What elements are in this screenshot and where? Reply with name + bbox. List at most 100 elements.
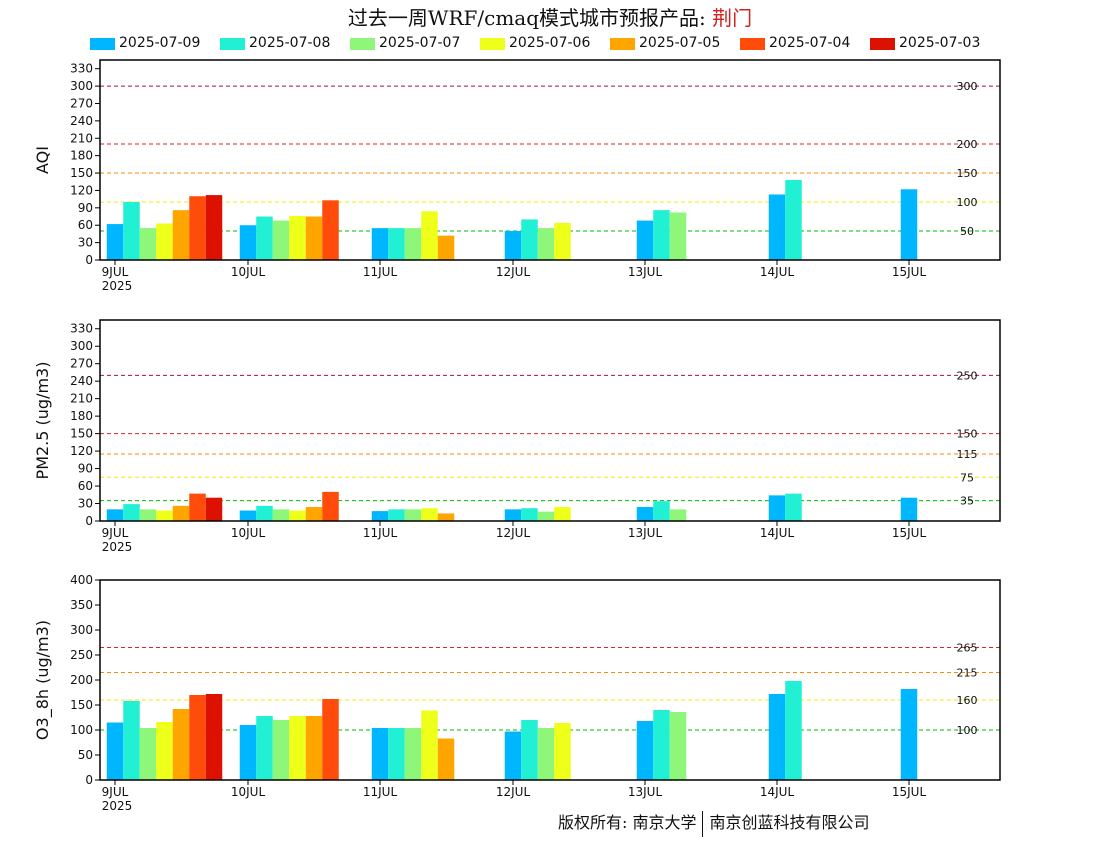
bar-2025-07-09-15JUL (900, 689, 918, 780)
x-tick-label: 13JUL (628, 785, 663, 799)
threshold-label: 160 (957, 694, 978, 707)
y-tick-label: 270 (70, 357, 93, 371)
threshold-label: 150 (957, 428, 978, 441)
x-year-label: 2025 (102, 279, 133, 293)
bar-2025-07-07-10JUL (272, 220, 290, 260)
y-tick-label: 400 (70, 573, 93, 587)
bar-2025-07-05-10JUL (305, 216, 323, 260)
threshold-label: 300 (957, 80, 978, 93)
y-tick-label: 30 (78, 236, 93, 250)
bar-2025-07-08-9JUL (123, 701, 140, 780)
bar-2025-07-08-12JUL (521, 720, 538, 780)
bar-2025-07-08-13JUL (653, 210, 670, 260)
bar-2025-07-07-9JUL (139, 228, 157, 260)
bar-2025-07-08-14JUL (785, 180, 802, 260)
bar-2025-07-09-11JUL (371, 511, 389, 521)
x-tick-label: 14JUL (760, 785, 795, 799)
bar-2025-07-03-9JUL (205, 497, 223, 521)
bar-2025-07-06-10JUL (289, 215, 306, 260)
bar-2025-07-07-12JUL (537, 511, 555, 521)
bar-2025-07-08-11JUL (388, 728, 405, 780)
y-tick-label: 300 (70, 623, 93, 637)
bar-2025-07-07-12JUL (537, 228, 555, 260)
bar-2025-07-09-14JUL (768, 694, 786, 780)
bar-2025-07-07-9JUL (139, 728, 157, 780)
bar-2025-07-09-13JUL (636, 721, 654, 780)
legend-swatch (90, 38, 115, 50)
bar-2025-07-09-12JUL (504, 231, 522, 260)
y-tick-label: 270 (70, 96, 93, 110)
y-axis-label: O3_8h (ug/m3) (33, 620, 53, 740)
x-tick-label: 15JUL (892, 265, 927, 279)
plot-frame (99, 319, 1001, 522)
x-tick-label: 10JUL (231, 265, 266, 279)
y-tick-label: 330 (70, 322, 93, 336)
x-tick-label: 10JUL (231, 526, 266, 540)
title-city: 荆门 (712, 6, 753, 30)
threshold-label: 265 (957, 642, 978, 655)
threshold-label: 200 (957, 138, 978, 151)
title-main: 过去一周WRF/cmaq模式城市预报产品: (347, 6, 713, 30)
bar-2025-07-04-9JUL (189, 196, 206, 260)
bar-2025-07-06-11JUL (421, 211, 438, 260)
y-tick-label: 50 (78, 748, 93, 762)
x-tick-label: 9JUL (102, 526, 129, 540)
y-tick-label: 150 (70, 166, 93, 180)
y-tick-label: 60 (78, 218, 93, 232)
bar-2025-07-08-9JUL (123, 202, 140, 260)
bar-2025-07-09-15JUL (900, 189, 918, 260)
bar-2025-07-07-10JUL (272, 509, 290, 521)
legend-label: 2025-07-05 (639, 35, 721, 51)
bar-2025-07-05-11JUL (437, 235, 455, 260)
bar-2025-07-06-9JUL (156, 510, 173, 521)
chart-panel-3: 265 215 160 100 0 50 100 150 200 250 300 350 400 9JUL… (33, 573, 1001, 813)
y-tick-label: 240 (70, 114, 93, 128)
bar-2025-07-05-10JUL (305, 507, 323, 521)
bar-2025-07-05-11JUL (437, 513, 455, 521)
bar-2025-07-04-10JUL (322, 699, 339, 780)
bar-2025-07-09-11JUL (371, 228, 389, 260)
x-tick-label: 13JUL (628, 265, 663, 279)
bar-2025-07-06-11JUL (421, 710, 438, 780)
x-tick-label: 15JUL (892, 785, 927, 799)
threshold-label: 100 (957, 724, 978, 737)
bar-2025-07-09-13JUL (636, 220, 654, 260)
y-axis-label: AQI (33, 146, 52, 174)
y-tick-label: 30 (78, 497, 93, 511)
x-tick-label: 11JUL (363, 526, 398, 540)
y-tick-label: 180 (70, 409, 93, 423)
legend-label: 2025-07-09 (119, 35, 201, 51)
bar-2025-07-09-9JUL (106, 722, 124, 780)
x-year-label: 2025 (102, 799, 133, 813)
threshold-label: 75 (960, 471, 974, 484)
x-tick-label: 11JUL (363, 265, 398, 279)
y-tick-label: 350 (70, 598, 93, 612)
bar-2025-07-07-13JUL (669, 212, 687, 260)
x-tick-label: 12JUL (496, 785, 531, 799)
threshold-label: 150 (957, 167, 978, 180)
bar-2025-07-09-9JUL (106, 509, 124, 521)
bar-2025-07-07-9JUL (139, 509, 157, 521)
bar-2025-07-08-10JUL (256, 505, 273, 521)
y-tick-label: 90 (78, 462, 93, 476)
bar-2025-07-09-10JUL (239, 510, 257, 521)
bar-2025-07-07-12JUL (537, 728, 555, 780)
bar-2025-07-05-11JUL (437, 738, 455, 780)
y-tick-label: 200 (70, 673, 93, 687)
legend-swatch (610, 38, 635, 50)
bar-2025-07-08-11JUL (388, 509, 405, 521)
bar-2025-07-07-13JUL (669, 509, 687, 521)
threshold-label: 50 (960, 225, 974, 238)
bar-2025-07-06-12JUL (554, 222, 571, 260)
chart-title: 过去一周WRF/cmaq模式城市预报产品: 荆门 (0, 2, 1100, 31)
chart-panel-1: 300 200 150 100 50 0 30 60 90 120 150 180 210 240 270 3… (33, 59, 1001, 293)
threshold-label: 250 (957, 369, 978, 382)
y-tick-label: 250 (70, 648, 93, 662)
y-tick-label: 0 (85, 253, 93, 267)
legend-label: 2025-07-08 (249, 35, 331, 51)
bar-2025-07-09-14JUL (768, 495, 786, 521)
copyright-right: 南京创蓝科技有限公司 (709, 813, 870, 832)
bar-2025-07-09-10JUL (239, 725, 257, 780)
bar-2025-07-09-11JUL (371, 728, 389, 780)
bar-2025-07-08-9JUL (123, 504, 140, 521)
